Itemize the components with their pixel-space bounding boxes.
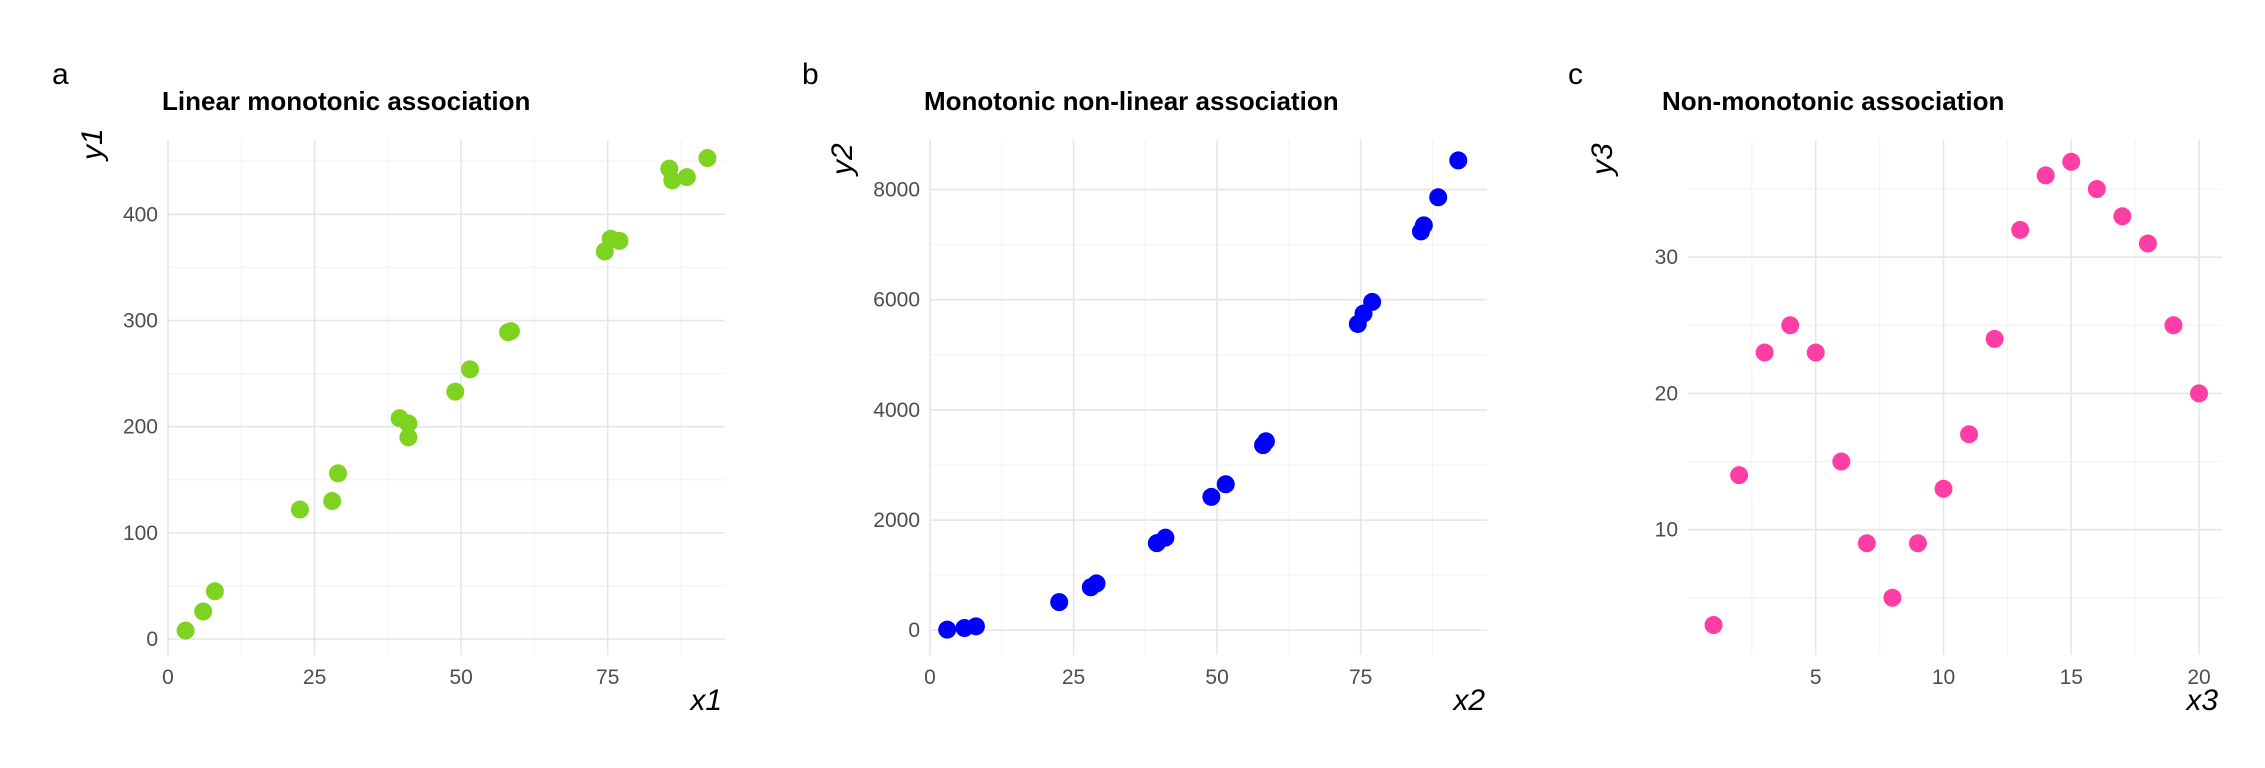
panel-b-letter: b: [802, 58, 819, 91]
data-point: [1960, 425, 1979, 444]
data-point: [460, 360, 479, 379]
x-tick-label: 25: [303, 666, 326, 689]
panel-c-plot: 5 10 15 20 10 20 30: [1655, 140, 2222, 689]
data-point: [1156, 528, 1175, 547]
data-point: [966, 617, 985, 636]
data-point: [329, 464, 348, 483]
x-tick-label: 20: [2187, 666, 2210, 689]
data-point: [1429, 188, 1448, 207]
data-point: [1832, 452, 1851, 471]
data-point: [1202, 487, 1221, 506]
panel-a: a Linear monotonic association y1 x1 0 25…: [52, 58, 725, 717]
y-tick-label: 300: [123, 310, 158, 333]
data-point: [176, 621, 195, 640]
x-tick-label: 0: [162, 666, 174, 689]
data-point: [1883, 588, 1902, 607]
y-tick-label: 20: [1655, 382, 1678, 405]
data-point: [1908, 534, 1927, 553]
data-point: [2087, 180, 2106, 199]
x-tick-label: 15: [2060, 666, 2083, 689]
data-point: [399, 414, 418, 433]
data-point: [290, 500, 309, 519]
panel-a-title: Linear monotonic association: [162, 86, 530, 116]
x-tick-label: 5: [1810, 666, 1822, 689]
data-point: [501, 322, 520, 341]
y-tick-label: 10: [1655, 519, 1678, 542]
y-tick-label: 8000: [873, 179, 920, 202]
data-point: [2138, 234, 2157, 253]
panel-b-plot: 0 25 50 75 0 2000 4000 6000 8000: [873, 140, 1487, 689]
x-tick-label: 25: [1062, 666, 1085, 689]
panel-c-title: Non-monotonic association: [1662, 86, 2004, 116]
data-point: [1414, 216, 1433, 235]
data-point: [610, 231, 629, 250]
panel-b: b Monotonic non-linear association y2 x2…: [802, 58, 1487, 717]
y-tick-label: 30: [1655, 246, 1678, 269]
y-tick-label: 0: [146, 628, 158, 651]
y-tick-label: 0: [908, 619, 920, 642]
data-point: [1704, 616, 1723, 635]
data-point: [2190, 384, 2209, 403]
x-tick-label: 10: [1932, 666, 1955, 689]
x-tick-label: 50: [449, 666, 472, 689]
y-tick-label: 200: [123, 416, 158, 439]
data-point: [1934, 479, 1953, 498]
data-point: [323, 492, 342, 511]
data-point: [2164, 316, 2183, 335]
x-tick-label: 0: [924, 666, 936, 689]
x-tick-label: 75: [1349, 666, 1372, 689]
data-point: [663, 171, 682, 190]
data-point: [1449, 151, 1468, 170]
panel-a-letter: a: [52, 58, 69, 91]
data-point: [677, 168, 696, 187]
data-point: [205, 582, 224, 601]
x-tick-label: 50: [1205, 666, 1228, 689]
y-tick-label: 400: [123, 203, 158, 226]
panel-a-plot: 0 25 50 75 0 100 200 300 400: [123, 140, 725, 689]
data-point: [1857, 534, 1876, 553]
data-point: [938, 620, 957, 639]
panel-b-ylabel: y2: [826, 143, 859, 177]
data-point: [2062, 152, 2081, 171]
data-point: [1050, 593, 1069, 612]
panel-c-letter: c: [1568, 58, 1583, 91]
data-point: [194, 602, 213, 621]
data-point: [2011, 220, 2030, 239]
panel-a-ylabel: y1: [76, 128, 109, 162]
x-tick-label: 75: [596, 666, 619, 689]
data-point: [1256, 432, 1275, 451]
y-tick-label: 4000: [873, 399, 920, 422]
data-point: [2036, 166, 2055, 185]
panel-c: c Non-monotonic association y3 x3 5 10 15 2…: [1568, 58, 2222, 717]
y-tick-label: 2000: [873, 509, 920, 532]
panel-a-xlabel: x1: [688, 684, 722, 717]
panel-c-xlabel: x3: [2184, 684, 2218, 717]
panel-b-xlabel: x2: [1451, 684, 1485, 717]
data-point: [1985, 329, 2004, 348]
panel-c-ylabel: y3: [1586, 143, 1619, 177]
data-point: [1087, 574, 1106, 593]
y-tick-label: 6000: [873, 289, 920, 312]
data-point: [1755, 343, 1774, 362]
data-point: [2113, 207, 2132, 226]
data-point: [698, 149, 717, 168]
panel-b-title: Monotonic non-linear association: [924, 86, 1339, 116]
data-point: [399, 428, 418, 447]
data-point: [1216, 475, 1235, 494]
data-point: [1730, 466, 1749, 485]
data-point: [1363, 292, 1382, 311]
y-tick-label: 100: [123, 522, 158, 545]
data-point: [1781, 316, 1800, 335]
data-point: [1806, 343, 1825, 362]
data-point: [446, 382, 465, 401]
